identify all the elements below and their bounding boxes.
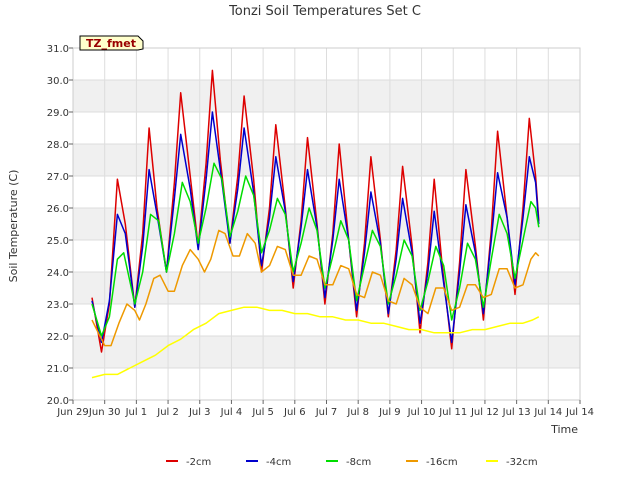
legend-item: -32cm xyxy=(486,457,538,468)
x-tick-label: Jun 29 xyxy=(56,407,89,418)
y-tick-label: 20.0 xyxy=(47,396,69,407)
legend-item: -2cm xyxy=(166,457,211,468)
x-tick-label: Jul 5 xyxy=(251,407,274,418)
legend-label: -16cm xyxy=(426,457,458,468)
series-group xyxy=(91,69,540,379)
series-line-minus-8cm xyxy=(91,162,540,337)
x-tick-label: Jul 1 xyxy=(125,407,148,418)
y-tick-label: 28.0 xyxy=(47,140,69,151)
y-tick-label: 31.0 xyxy=(47,44,69,55)
series-line-minus-16cm xyxy=(91,229,540,347)
series-line-minus-32cm xyxy=(91,306,540,379)
legend-label: -2cm xyxy=(186,457,211,468)
x-tick-label: Jul 7 xyxy=(315,407,338,418)
y-tick-label: 26.0 xyxy=(47,204,69,215)
legend-label: -8cm xyxy=(346,457,371,468)
legend-item: -4cm xyxy=(246,457,291,468)
legend-label: -32cm xyxy=(506,457,538,468)
y-tick-label: 25.0 xyxy=(47,236,69,247)
axes: 20.0 21.0 22.0 23.0 24.0 25.0 26.0 27.0 28.0 29.0… xyxy=(47,44,594,418)
annotation-label: TZ_fmet xyxy=(86,37,136,50)
y-tick-label: 21.0 xyxy=(47,364,69,375)
legend-item: -8cm xyxy=(326,457,371,468)
x-tick-label: Jul 14 xyxy=(533,407,562,418)
y-tick-label: 30.0 xyxy=(47,76,69,87)
x-tick-label: Jul 4 xyxy=(220,407,243,418)
legend-item: -16cm xyxy=(406,457,458,468)
x-tick-label: Jul 8 xyxy=(346,407,369,418)
x-tick-label: Jul 11 xyxy=(438,407,467,418)
x-tick-label: Jul 13 xyxy=(502,407,531,418)
x-tick-label: Jul 9 xyxy=(378,407,401,418)
tz-fmet-annotation: TZ_fmet xyxy=(79,35,144,51)
y-tick-label: 22.0 xyxy=(47,332,69,343)
legend-label: -4cm xyxy=(266,457,291,468)
y-tick-label: 23.0 xyxy=(47,300,69,311)
y-tick-label: 24.0 xyxy=(47,268,69,279)
legend: -2cm -4cm -8cm -16cm -32cm xyxy=(166,457,538,468)
x-tick-label: Jul 12 xyxy=(470,407,499,418)
chart-title: Tonzi Soil Temperatures Set C xyxy=(228,4,421,19)
x-tick-label: Jun 30 xyxy=(88,407,121,418)
x-tick-label: Jul 10 xyxy=(407,407,436,418)
x-tick-label: Jul 6 xyxy=(283,407,306,418)
x-tick-label: Jul 14 xyxy=(565,407,594,418)
x-tick-label: Jul 3 xyxy=(188,407,211,418)
y-tick-label: 29.0 xyxy=(47,108,69,119)
y-axis-label: Soil Temperature (C) xyxy=(7,170,20,283)
x-tick-label: Jul 2 xyxy=(156,407,179,418)
x-axis-label: Time xyxy=(550,423,578,436)
y-tick-label: 27.0 xyxy=(47,172,69,183)
